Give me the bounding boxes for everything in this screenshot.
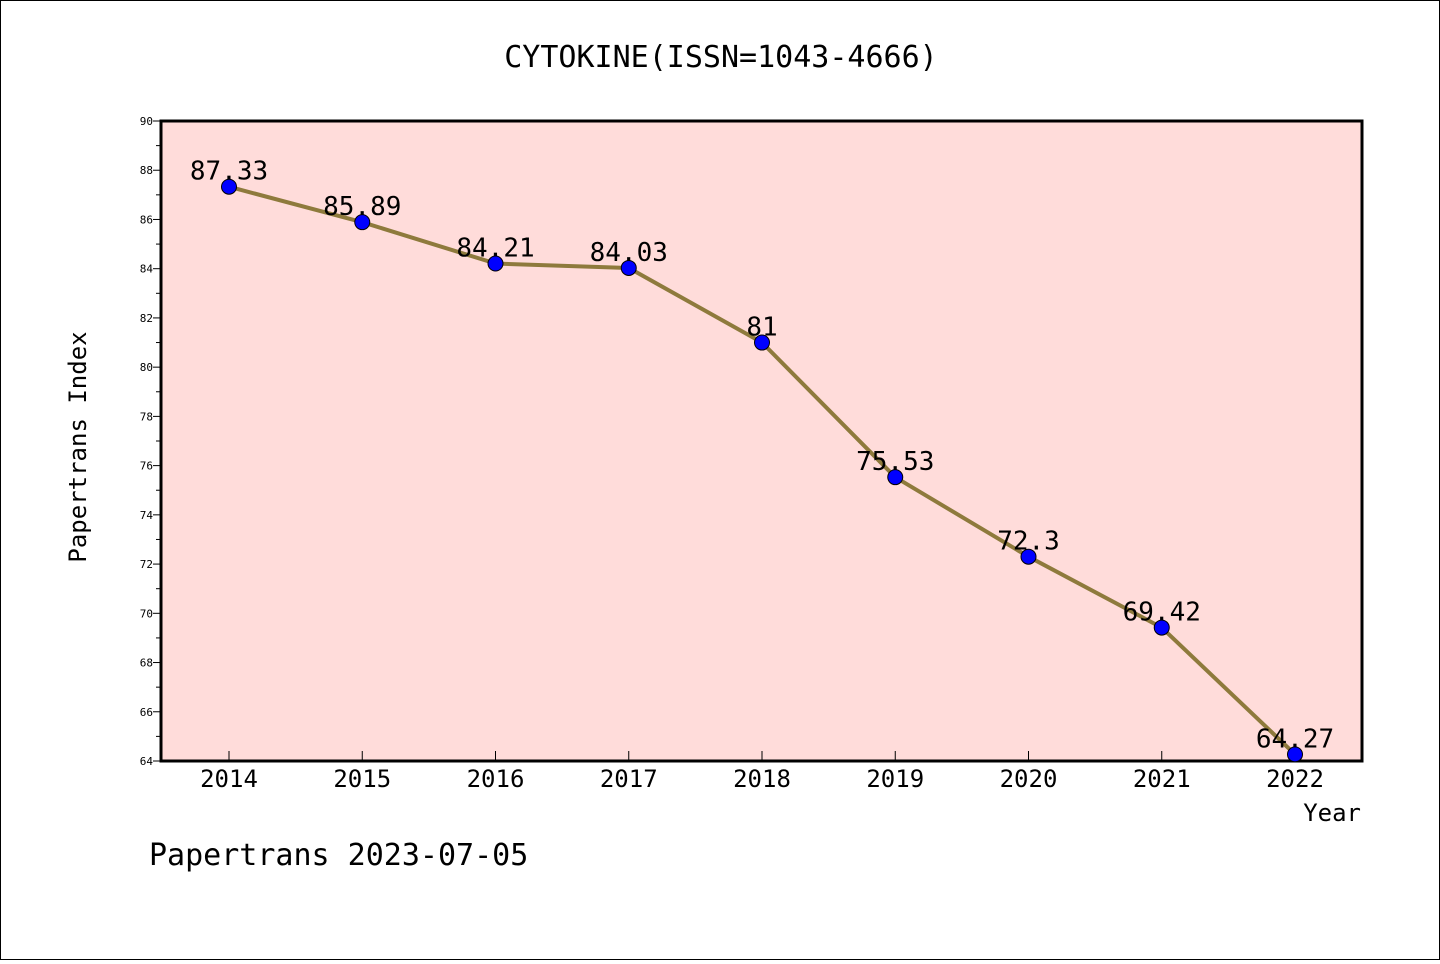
y-tick-label: 90	[140, 115, 153, 128]
y-tick-label: 70	[140, 607, 153, 620]
y-tick-label: 88	[140, 164, 153, 177]
x-tick-label: 2016	[467, 765, 525, 793]
x-tick-label: 2014	[200, 765, 258, 793]
data-label: 72.3	[997, 527, 1060, 557]
data-point	[487, 255, 504, 272]
data-point	[1287, 746, 1303, 763]
y-tick-label: 86	[140, 213, 153, 226]
data-point	[754, 334, 770, 351]
y-tick-label: 76	[140, 460, 153, 473]
x-tick-label: 2020	[1000, 765, 1058, 793]
data-point	[221, 178, 237, 195]
y-tick-label: 80	[140, 361, 153, 374]
y-tick-label: 68	[140, 657, 153, 670]
y-tick-label: 64	[140, 755, 154, 768]
y-tick-label: 82	[140, 312, 153, 325]
x-tick-label: 2018	[733, 765, 791, 793]
data-label: 81	[746, 313, 777, 343]
x-tick-label: 2017	[600, 765, 658, 793]
data-point	[1020, 548, 1037, 565]
chart-title: CYTOKINE(ISSN=1043-4666)	[504, 40, 937, 75]
series-group: 87.33 85.89 84.21 84.03 81 75.53 72.3 69.42 64.2…	[190, 157, 1334, 763]
x-tick-label: 2015	[333, 765, 391, 793]
data-point	[887, 469, 904, 486]
data-label: 84.03	[590, 238, 668, 268]
data-label: 84.21	[456, 234, 534, 264]
data-point	[1153, 619, 1170, 636]
data-label: 64.27	[1256, 724, 1334, 754]
y-tick-label: 66	[140, 706, 153, 719]
y-tick-label: 74	[140, 509, 154, 522]
x-tick-label: 2022	[1266, 765, 1324, 793]
x-tick-label: 2021	[1133, 765, 1191, 793]
data-label: 85.89	[323, 192, 401, 222]
x-tick-label: 2019	[866, 765, 924, 793]
data-label: 69.42	[1123, 598, 1201, 628]
y-tick-label: 78	[140, 410, 153, 423]
x-axis-label: Year	[1303, 799, 1361, 827]
y-tick-label: 84	[140, 263, 154, 276]
footer-text: Papertrans 2023-07-05	[149, 838, 528, 873]
data-label: 87.33	[190, 157, 268, 187]
data-label: 75.53	[856, 447, 934, 477]
data-point	[354, 214, 371, 231]
y-axis-label: Papertrans Index	[64, 331, 92, 562]
y-axis: 64 66 68 70 72 74 76 78 80 82 84 86 88 90	[140, 115, 161, 768]
y-tick-label: 72	[140, 558, 153, 571]
data-point	[620, 259, 637, 276]
x-axis: 2014 2015 2016 2017 2018 2019 2020 2021 2022	[200, 751, 1324, 793]
